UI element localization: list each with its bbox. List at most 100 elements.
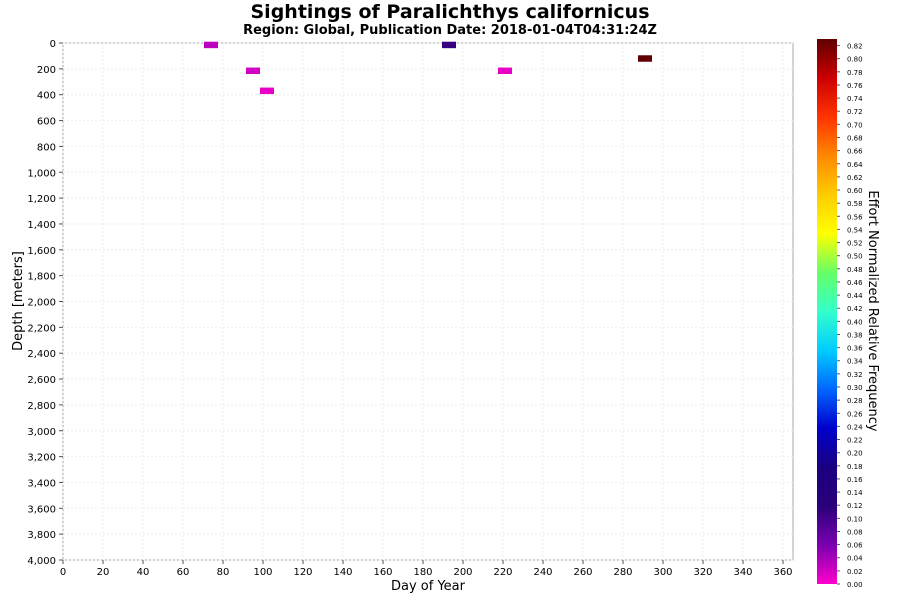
x-tick-label: 80 — [217, 567, 230, 578]
y-tick-label: 0 — [50, 39, 56, 50]
y-axis-label: Depth [meters] — [11, 251, 26, 351]
colorbar-tick-label: 0.78 — [847, 69, 863, 77]
y-tick-label: 2,000 — [27, 298, 56, 309]
colorbar-tick-label: 0.74 — [847, 95, 863, 103]
colorbar-ticks: 0.00 0.02 0.04 0.06 0.08 0.10 0.12 0.14 0.16 0.18… — [837, 43, 863, 589]
colorbar-tick-label: 0.64 — [847, 161, 863, 169]
y-tick-label: 600 — [37, 117, 56, 128]
y-tick-label: 3,000 — [27, 427, 56, 438]
x-tick-label: 300 — [653, 567, 672, 578]
colorbar-tick-label: 0.50 — [847, 253, 863, 261]
chart-title: Sightings of Paralichthys californicus — [250, 1, 650, 23]
colorbar-tick-label: 0.76 — [847, 82, 863, 90]
colorbar-tick-label: 0.18 — [847, 463, 863, 471]
y-tick-label: 1,400 — [27, 220, 56, 231]
x-tick-label: 160 — [373, 567, 392, 578]
colorbar-label: Effort Normalized Relative Frequency — [865, 190, 880, 432]
colorbar-tick-label: 0.66 — [847, 148, 863, 156]
chart-subtitle: Region: Global, Publication Date: 2018-0… — [243, 23, 657, 38]
colorbar-tick-label: 0.12 — [847, 502, 863, 510]
colorbar-tick-label: 0.20 — [847, 450, 863, 458]
x-axis-label: Day of Year — [391, 579, 466, 594]
colorbar-tick-label: 0.04 — [847, 555, 863, 563]
heatmap-cell — [204, 41, 218, 49]
colorbar-tick-label: 0.16 — [847, 476, 863, 484]
y-tick-label: 400 — [37, 91, 56, 102]
colorbar-tick-label: 0.62 — [847, 174, 863, 182]
grid-lines — [62, 42, 793, 561]
x-axis: 0 20 40 60 80 100 120 140 160 180 200 220 240 260 280 3… — [60, 560, 793, 578]
colorbar-tick-label: 0.10 — [847, 515, 863, 523]
x-tick-label: 100 — [253, 567, 272, 578]
heatmap-cell — [260, 87, 274, 95]
colorbar-tick-label: 0.42 — [847, 305, 863, 313]
colorbar-tick-label: 0.00 — [847, 581, 863, 589]
x-tick-label: 0 — [60, 567, 66, 578]
colorbar-tick-label: 0.44 — [847, 292, 863, 300]
colorbar-tick-label: 0.60 — [847, 187, 863, 195]
colorbar-tick-label: 0.48 — [847, 266, 863, 274]
heatmap-cell — [498, 67, 512, 75]
x-tick-label: 360 — [773, 567, 792, 578]
y-tick-label: 2,800 — [27, 401, 56, 412]
colorbar-tick-label: 0.06 — [847, 542, 863, 550]
x-tick-label: 220 — [493, 567, 512, 578]
y-tick-label: 1,000 — [27, 168, 56, 179]
y-tick-label: 1,600 — [27, 246, 56, 257]
x-tick-label: 180 — [413, 567, 432, 578]
colorbar-tick-label: 0.52 — [847, 240, 863, 248]
y-tick-label: 2,600 — [27, 375, 56, 386]
x-tick-label: 120 — [293, 567, 312, 578]
x-tick-label: 280 — [613, 567, 632, 578]
colorbar-tick-label: 0.36 — [847, 345, 863, 353]
heatmap-cell — [638, 55, 652, 62]
heatmap-cell — [246, 67, 260, 75]
colorbar-tick-label: 0.02 — [847, 568, 863, 576]
y-tick-label: 200 — [37, 65, 56, 76]
colorbar-tick-label: 0.82 — [847, 43, 863, 51]
y-tick-label: 3,800 — [27, 530, 56, 541]
colorbar-tick-label: 0.08 — [847, 528, 863, 536]
y-tick-label: 2,200 — [27, 323, 56, 334]
y-tick-label: 3,600 — [27, 504, 56, 515]
colorbar-tick-label: 0.26 — [847, 410, 863, 418]
colorbar-tick-label: 0.54 — [847, 226, 863, 234]
x-tick-label: 20 — [97, 567, 110, 578]
x-tick-label: 140 — [333, 567, 352, 578]
colorbar-tick-label: 0.22 — [847, 437, 863, 445]
colorbar-tick-label: 0.70 — [847, 121, 863, 129]
y-tick-label: 1,800 — [27, 272, 56, 283]
colorbar — [817, 39, 837, 584]
colorbar-tick-label: 0.80 — [847, 56, 863, 64]
y-axis: 0 200 400 600 800 1,000 1,200 1,400 1,600 1,800 2,… — [27, 39, 63, 567]
heatmap-cell — [442, 41, 456, 49]
x-tick-label: 340 — [733, 567, 752, 578]
colorbar-tick-label: 0.30 — [847, 384, 863, 392]
y-tick-label: 3,200 — [27, 453, 56, 464]
colorbar-tick-label: 0.56 — [847, 213, 863, 221]
x-tick-label: 240 — [533, 567, 552, 578]
y-tick-label: 3,400 — [27, 478, 56, 489]
colorbar-tick-label: 0.46 — [847, 279, 863, 287]
colorbar-tick-label: 0.34 — [847, 358, 863, 366]
x-tick-label: 320 — [693, 567, 712, 578]
colorbar-tick-label: 0.72 — [847, 108, 863, 116]
x-tick-label: 200 — [453, 567, 472, 578]
y-tick-label: 2,400 — [27, 349, 56, 360]
colorbar-tick-label: 0.14 — [847, 489, 863, 497]
x-tick-label: 60 — [177, 567, 190, 578]
x-tick-label: 40 — [137, 567, 150, 578]
heatmap-cells — [204, 41, 652, 95]
colorbar-tick-label: 0.40 — [847, 318, 863, 326]
colorbar-tick-label: 0.68 — [847, 134, 863, 142]
y-tick-label: 1,200 — [27, 194, 56, 205]
y-tick-label: 4,000 — [27, 556, 56, 567]
x-tick-label: 260 — [573, 567, 592, 578]
colorbar-tick-label: 0.38 — [847, 331, 863, 339]
colorbar-tick-label: 0.28 — [847, 397, 863, 405]
colorbar-tick-label: 0.58 — [847, 200, 863, 208]
colorbar-tick-label: 0.24 — [847, 423, 863, 431]
colorbar-tick-label: 0.32 — [847, 371, 863, 379]
y-tick-label: 800 — [37, 142, 56, 153]
